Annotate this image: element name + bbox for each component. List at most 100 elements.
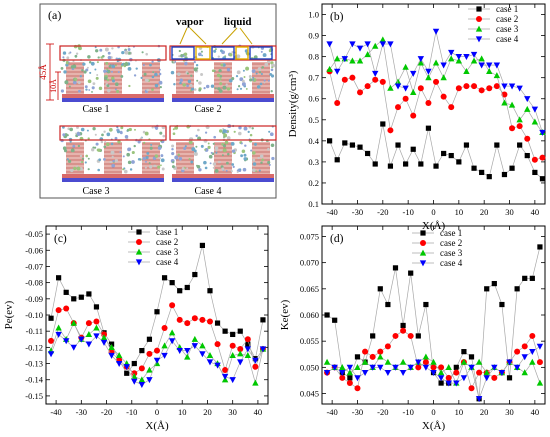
molecule [253, 142, 258, 146]
y-tick-label: 0.060 [300, 310, 319, 320]
molecule [91, 86, 95, 90]
data-point [410, 112, 417, 119]
data-point [47, 351, 55, 358]
molecule [110, 142, 114, 146]
molecule [127, 160, 132, 165]
data-point [513, 364, 521, 371]
data-point [168, 329, 176, 336]
molecule [259, 154, 264, 159]
data-point [372, 76, 379, 83]
molecule [270, 68, 274, 72]
molecule [269, 132, 274, 137]
molecule [176, 72, 181, 76]
data-point [369, 364, 376, 371]
molecule [226, 87, 231, 91]
x-tick-label: -10 [402, 407, 413, 417]
data-point [486, 67, 493, 74]
legend-label: case 2 [440, 238, 462, 248]
data-point [354, 375, 361, 382]
data-point [361, 358, 369, 365]
molecule [153, 164, 157, 168]
case-2-caption: Case 2 [195, 104, 222, 115]
data-point [161, 352, 168, 359]
molecule [271, 156, 275, 161]
molecule [231, 51, 234, 54]
molecule [270, 90, 273, 93]
data-point [423, 301, 429, 308]
molecule [263, 79, 266, 82]
case-3-caption: Case 3 [83, 186, 110, 197]
data-point [369, 353, 376, 360]
molecule [154, 83, 159, 88]
snapshots [59, 44, 277, 182]
legend-marker [419, 249, 427, 256]
molecule [262, 53, 267, 58]
data-point [501, 99, 508, 106]
molecule [227, 152, 230, 156]
data-point [154, 309, 160, 315]
x-tick-label: -40 [326, 207, 337, 217]
molecule [257, 67, 262, 71]
y-tick-label: 0.4 [308, 136, 319, 146]
molecule [111, 76, 115, 81]
molecule [80, 127, 85, 132]
data-point [491, 364, 498, 371]
data-point [468, 385, 475, 392]
molecule [229, 53, 233, 57]
x-tick-label: 0 [431, 407, 435, 417]
legend-label: case 1 [496, 4, 518, 14]
data-point [161, 275, 168, 281]
data-point [191, 335, 199, 342]
molecule [250, 149, 253, 152]
molecule [219, 78, 222, 81]
height-10-label: 10Å [49, 79, 58, 93]
molecule [123, 62, 126, 65]
data-point [230, 331, 236, 338]
data-point [214, 320, 221, 326]
molecule [158, 80, 163, 85]
molecule [82, 62, 86, 66]
data-point [461, 349, 467, 355]
data-point [448, 55, 455, 62]
data-point [332, 317, 338, 323]
data-point [448, 152, 454, 159]
data-point [430, 358, 437, 365]
substrate-layer [62, 178, 164, 182]
data-point [349, 74, 356, 81]
data-point [349, 57, 356, 64]
molecule [72, 80, 77, 85]
legend-marker [135, 259, 143, 266]
molecule [239, 77, 244, 82]
molecule [76, 126, 79, 129]
data-point [221, 373, 229, 380]
data-point [438, 364, 445, 371]
data-point [471, 165, 477, 171]
molecule [107, 51, 111, 55]
molecule [222, 63, 226, 67]
data-point [410, 89, 417, 96]
molecule [198, 88, 202, 92]
molecule [183, 146, 187, 150]
data-point [326, 65, 333, 72]
panel-tag: (c) [54, 233, 67, 245]
molecule [66, 56, 70, 60]
molecule [154, 154, 159, 158]
region-outline [169, 125, 277, 141]
molecule [81, 160, 84, 164]
data-point [468, 354, 475, 360]
data-point [349, 41, 356, 48]
data-point [115, 352, 123, 359]
data-point [331, 364, 338, 371]
data-point [486, 85, 493, 92]
molecule [252, 158, 256, 162]
molecule [179, 78, 184, 82]
data-point [62, 338, 70, 345]
data-point [508, 101, 516, 108]
molecule [64, 80, 69, 85]
data-point [440, 93, 447, 100]
molecule [140, 137, 143, 140]
molecule [119, 151, 122, 154]
molecule [190, 74, 193, 77]
molecule [85, 154, 89, 158]
molecule [244, 144, 247, 147]
